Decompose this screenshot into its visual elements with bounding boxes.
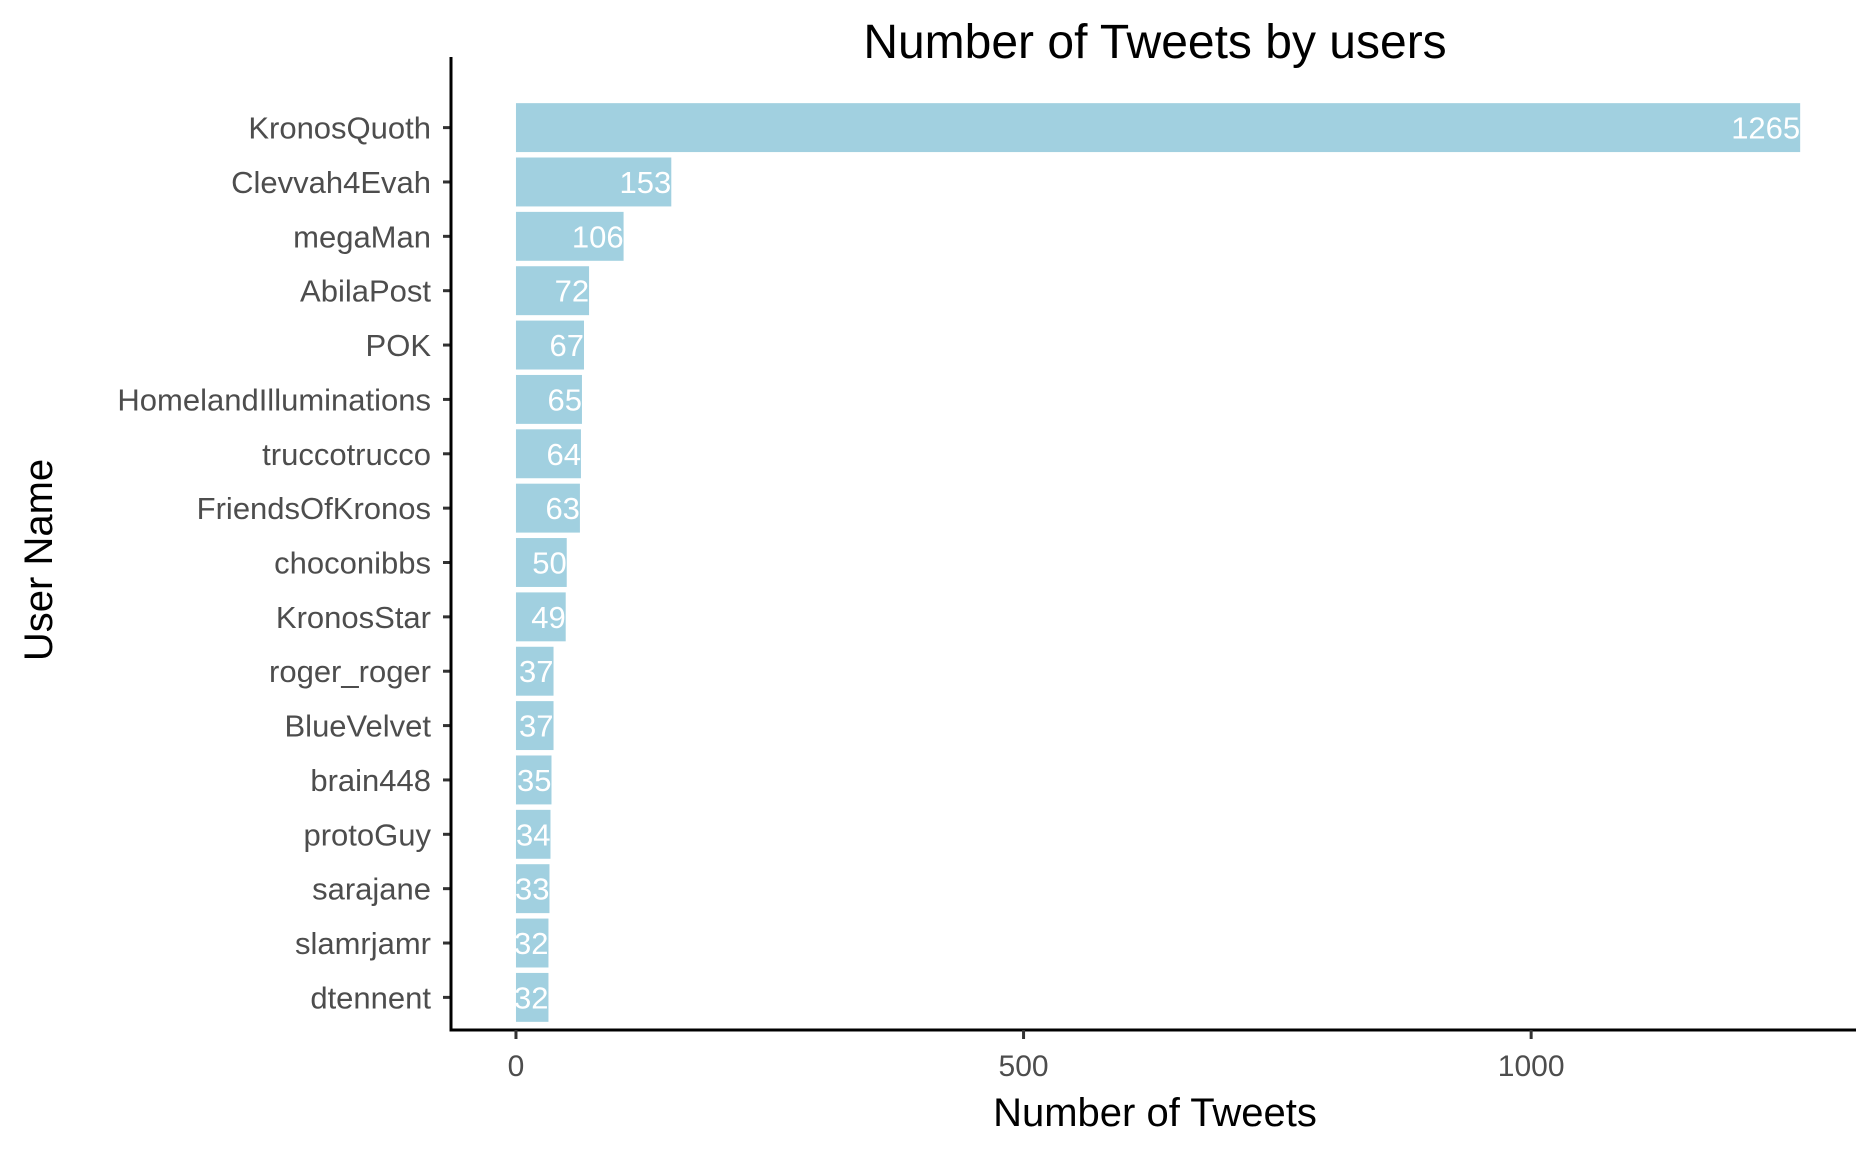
bar-value-label: 32: [514, 980, 548, 1015]
bar-HomelandIlluminations: [515, 374, 582, 424]
bar-labels-layer: 1265 153 106 72 67 65 64 63 50 49 37 37 35 34 33 32 32: [514, 111, 1800, 1016]
bar-dtennent: [515, 972, 549, 1022]
bar-FriendsOfKronos: [515, 483, 580, 533]
bar-KronosStar: [515, 592, 566, 642]
x-tick-label: 500: [999, 1050, 1049, 1083]
bar-value-label: 64: [546, 437, 580, 472]
bar-slamrjamr: [515, 918, 549, 968]
bar-value-label: 67: [550, 328, 584, 363]
bar-megaMan: [515, 211, 624, 261]
bar-value-label: 49: [531, 600, 565, 635]
bar-value-label: 33: [515, 872, 549, 907]
y-axis-title: User Name: [17, 459, 61, 661]
y-tick-label: BlueVelvet: [285, 709, 432, 744]
x-axis: 0 500 1000: [449, 1028, 1856, 1083]
y-tick-label: megaMan: [293, 219, 431, 254]
chart-title: Number of Tweets by users: [863, 16, 1446, 69]
y-tick-label: truccotrucco: [262, 437, 431, 472]
bar-choconibbs: [515, 538, 567, 587]
bar-value-label: 32: [514, 926, 548, 961]
bar-Clevvah4Evah: [515, 157, 672, 207]
bar-BlueVelvet: [515, 701, 554, 751]
y-axis: KronosQuoth Clevvah4Evah megaMan AbilaPost P…: [117, 57, 453, 1030]
bar-value-label: 63: [545, 491, 579, 526]
y-tick-label: protoGuy: [303, 817, 431, 852]
y-tick-label: dtennent: [310, 980, 431, 1015]
y-tick-label: Clevvah4Evah: [231, 165, 431, 200]
bar-value-label: 65: [547, 382, 581, 417]
bar-value-label: 37: [519, 709, 553, 744]
y-tick-label: sarajane: [312, 872, 431, 907]
bar-value-label: 72: [555, 274, 589, 309]
bar-sarajane: [515, 864, 550, 914]
x-tick-label: 0: [508, 1050, 525, 1083]
bars-layer: [515, 103, 1801, 1022]
y-tick-label: FriendsOfKronos: [197, 491, 431, 526]
y-tick-label: AbilaPost: [300, 274, 431, 309]
bar-AbilaPost: [515, 266, 590, 316]
bar-value-label: 50: [532, 546, 566, 581]
bar-truccotrucco: [515, 429, 581, 479]
bar-value-label: 106: [572, 219, 624, 254]
bar-POK: [515, 320, 584, 370]
bar-value-label: 35: [517, 763, 551, 798]
bar-brain448: [515, 755, 552, 805]
bar-roger_roger: [515, 646, 554, 696]
y-tick-label: slamrjamr: [295, 926, 431, 961]
y-tick-label: POK: [366, 328, 432, 363]
y-tick-label: HomelandIlluminations: [117, 382, 431, 417]
x-axis-title: Number of Tweets: [993, 1091, 1317, 1135]
y-tick-label: KronosStar: [276, 600, 431, 635]
bar-value-label: 34: [516, 817, 550, 852]
y-tick-label: brain448: [310, 763, 431, 798]
bar-KronosQuoth: [515, 103, 1801, 153]
y-tick-label: roger_roger: [269, 654, 431, 689]
bar-value-label: 1265: [1731, 111, 1800, 146]
x-tick-label: 1000: [1498, 1050, 1565, 1083]
bar-protoGuy: [515, 809, 551, 859]
bar-value-label: 153: [620, 165, 672, 200]
y-tick-label: KronosQuoth: [248, 111, 431, 146]
bar-value-label: 37: [519, 654, 553, 689]
y-tick-label: choconibbs: [274, 546, 431, 581]
